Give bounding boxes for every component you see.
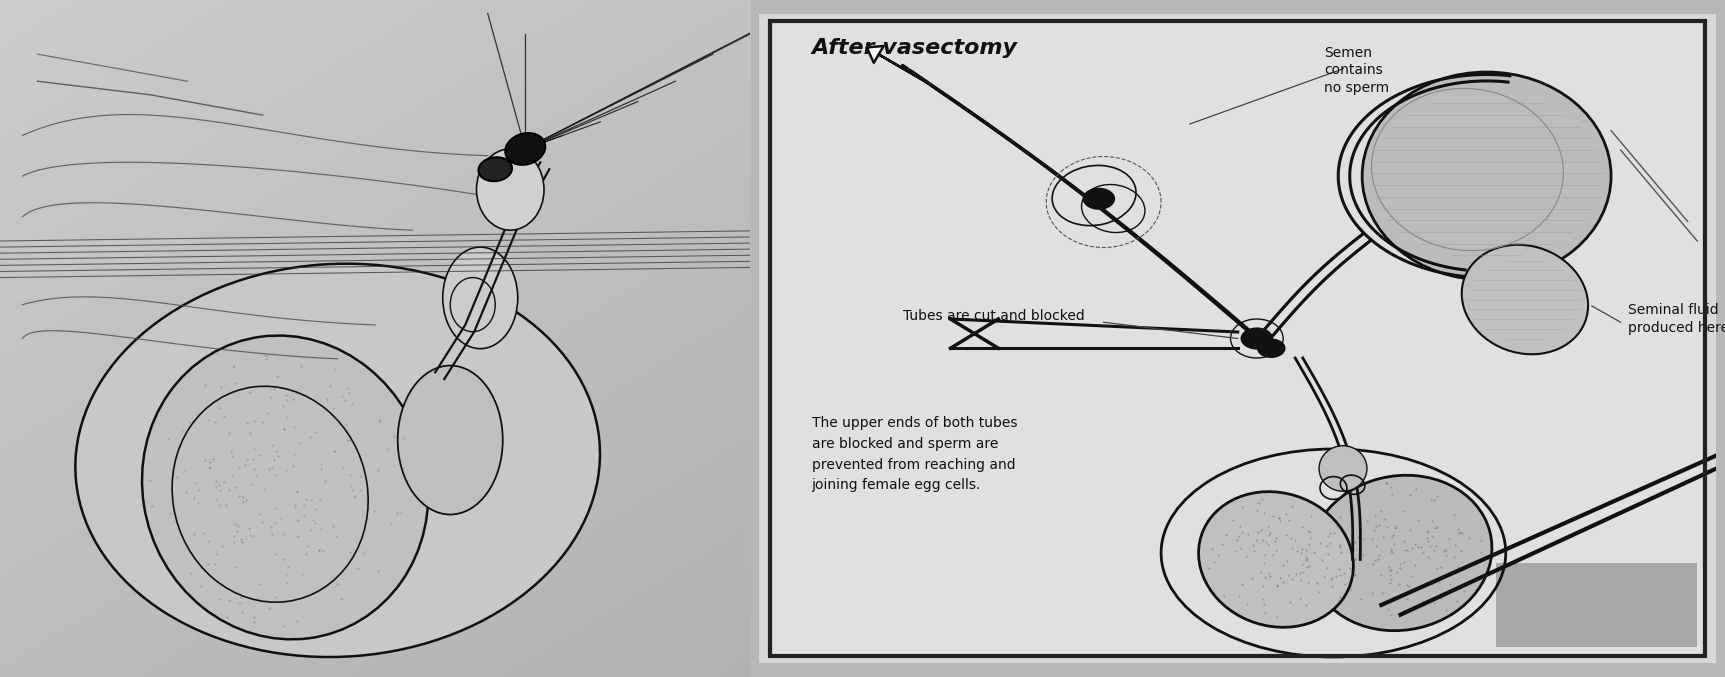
Bar (1496, 563, 1697, 647)
Ellipse shape (141, 336, 428, 639)
Text: Seminal fluid
produced here: Seminal fluid produced here (1628, 303, 1725, 334)
Ellipse shape (1363, 72, 1611, 280)
Ellipse shape (505, 133, 545, 165)
Ellipse shape (1461, 245, 1589, 354)
Ellipse shape (1320, 445, 1366, 492)
Circle shape (1083, 188, 1114, 210)
Ellipse shape (478, 157, 512, 181)
FancyArrowPatch shape (866, 46, 930, 84)
Ellipse shape (398, 366, 502, 515)
Text: Tubes are cut and blocked: Tubes are cut and blocked (902, 309, 1085, 323)
Ellipse shape (76, 263, 600, 657)
Ellipse shape (476, 149, 543, 230)
Ellipse shape (443, 247, 518, 349)
Text: The upper ends of both tubes
are blocked and sperm are
prevented from reaching a: The upper ends of both tubes are blocked… (812, 416, 1018, 492)
Text: After vasectomy: After vasectomy (812, 38, 1018, 58)
Circle shape (1258, 338, 1285, 358)
Text: Semen
contains
no sperm: Semen contains no sperm (1323, 46, 1389, 95)
Ellipse shape (1199, 492, 1354, 628)
Circle shape (1240, 328, 1273, 349)
Ellipse shape (1309, 475, 1492, 631)
